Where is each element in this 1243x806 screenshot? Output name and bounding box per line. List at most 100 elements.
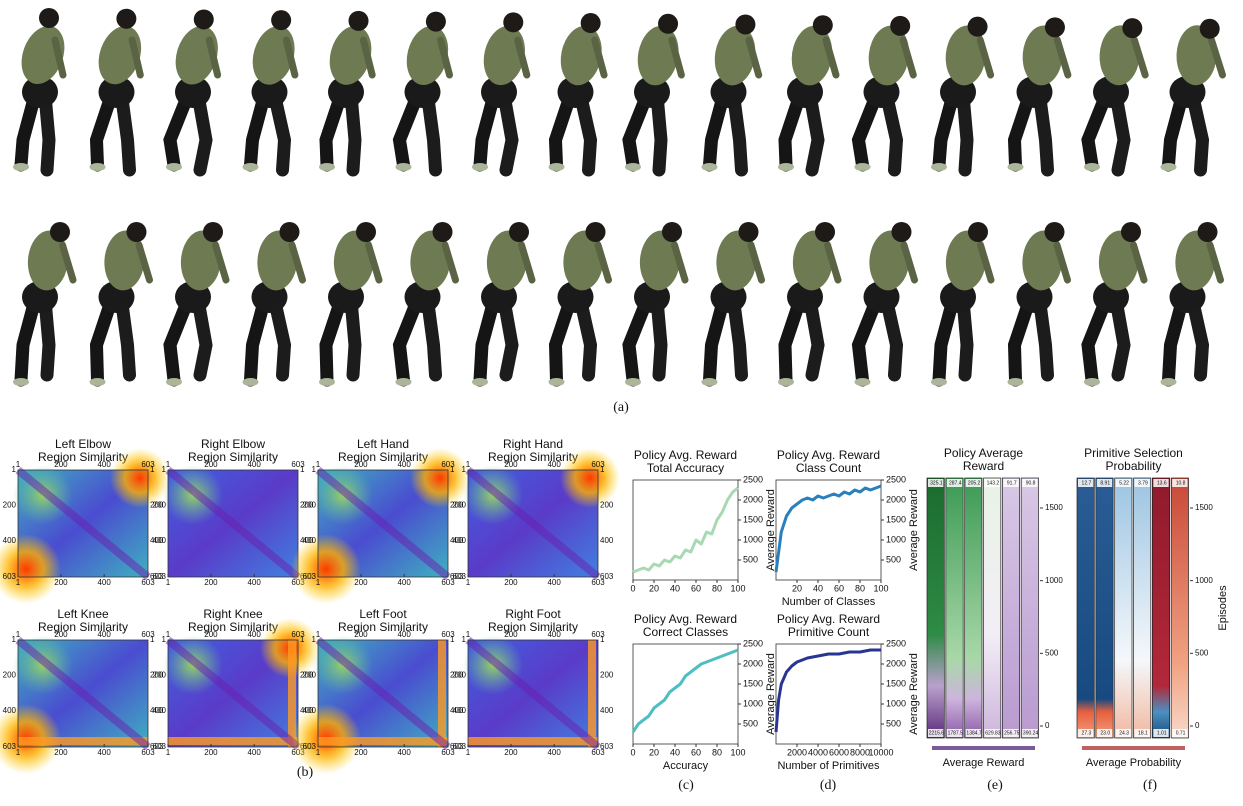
y-tick-label: 1500 — [743, 678, 763, 688]
top-label: 10.8 — [1176, 480, 1186, 486]
shoe — [89, 163, 106, 171]
label-box — [928, 729, 944, 737]
tick-label: 200 — [600, 670, 614, 679]
y-tick-label: 0 — [1195, 721, 1200, 730]
tick-label: 603 — [441, 748, 455, 757]
y-tick-label: 1000 — [886, 534, 906, 544]
tick-label: 1 — [450, 465, 455, 474]
leg — [421, 293, 442, 382]
tick-label: 603 — [141, 630, 155, 639]
head — [1199, 18, 1220, 39]
leg — [14, 293, 42, 387]
leg — [851, 88, 883, 172]
tick-label: 200 — [450, 670, 464, 679]
arm — [1053, 241, 1071, 284]
y-axis-label: Average Reward — [908, 653, 920, 735]
tick-label: 200 — [303, 670, 317, 679]
strip — [927, 478, 945, 738]
tick-label: 400 — [247, 460, 261, 469]
frame — [167, 639, 299, 748]
label-box — [1096, 729, 1113, 737]
line — [631, 648, 739, 733]
map-subtitle: Region Similarity — [188, 620, 278, 634]
head — [348, 10, 369, 31]
frame — [89, 222, 153, 387]
y-tick-label: 1000 — [1045, 576, 1063, 585]
x-tick-label: 4000 — [808, 747, 828, 757]
label-box — [984, 479, 1000, 487]
tick-label: 603 — [591, 578, 605, 587]
frame — [317, 469, 449, 578]
tick-label: 1 — [466, 578, 471, 587]
top-label: 90.8 — [1026, 480, 1036, 486]
shoe — [1084, 163, 1100, 171]
tick-label: 200 — [150, 670, 164, 679]
arm — [1206, 241, 1224, 284]
tick-label: 1 — [150, 635, 155, 644]
label-box — [1115, 479, 1131, 487]
arm — [365, 241, 383, 284]
chart-title: Policy Avg. Reward — [634, 448, 737, 462]
strip — [1114, 478, 1132, 738]
top-label: 325.1 — [930, 480, 943, 486]
x-axis-label: Number of Classes — [782, 596, 876, 608]
leg — [548, 293, 577, 387]
y-tick-label: 2500 — [743, 638, 763, 648]
tick-label: 400 — [450, 706, 464, 715]
leg — [89, 88, 118, 172]
y-tick-label: 1000 — [1195, 576, 1213, 585]
strip-frame — [1095, 477, 1114, 739]
map-subtitle: Region Similarity — [488, 620, 578, 634]
leg — [803, 293, 825, 382]
tick-label: 1 — [16, 460, 21, 469]
torso — [410, 230, 451, 291]
torso — [637, 25, 679, 86]
tick-label: 400 — [303, 706, 317, 715]
arm — [976, 36, 995, 79]
strip — [1095, 478, 1114, 738]
shoe — [242, 378, 259, 386]
leg — [497, 88, 519, 177]
leg — [1033, 293, 1054, 382]
top-label: 205.2 — [968, 480, 981, 486]
strip-frame — [1114, 477, 1133, 739]
top-label: 287.4 — [949, 480, 962, 486]
shoe — [13, 163, 29, 171]
label-box — [1172, 479, 1188, 487]
tick-label: 1 — [16, 630, 21, 639]
tick-label: 400 — [150, 706, 164, 715]
x-tick-label: 6000 — [829, 747, 849, 757]
top-label: 143.2 — [987, 480, 1000, 486]
shoe — [166, 378, 182, 386]
torso — [180, 230, 222, 291]
tick-label: 200 — [303, 500, 317, 509]
y-tick-label: 500 — [1045, 648, 1059, 657]
strip-frame — [1133, 477, 1152, 739]
label-box — [1172, 729, 1188, 737]
frame — [931, 222, 995, 387]
torso — [1099, 25, 1140, 86]
hips — [175, 76, 211, 108]
arm — [135, 241, 153, 284]
x-tick-label: 60 — [691, 583, 701, 593]
shoe — [472, 378, 488, 386]
frame — [319, 10, 376, 177]
chart-title: Policy Avg. Reward — [777, 612, 880, 626]
torso — [1176, 25, 1217, 86]
tick-label: 200 — [54, 578, 68, 587]
y-tick-label: 1500 — [1045, 503, 1063, 512]
head — [891, 222, 912, 242]
bottom-label: 629.83 — [985, 730, 1001, 736]
leg — [622, 88, 654, 172]
strip — [1002, 478, 1020, 738]
caption: (a) — [613, 400, 629, 415]
arm — [900, 241, 918, 284]
tick-label: 1 — [316, 578, 321, 587]
tick-label: 400 — [547, 748, 561, 757]
frame — [163, 222, 230, 387]
y-tick-label: 1500 — [886, 514, 906, 524]
map-title: Right Knee — [203, 607, 263, 621]
caption: (e) — [987, 778, 1003, 793]
bottom-label: 256.75 — [1004, 730, 1020, 736]
tick-label: 200 — [354, 748, 368, 757]
